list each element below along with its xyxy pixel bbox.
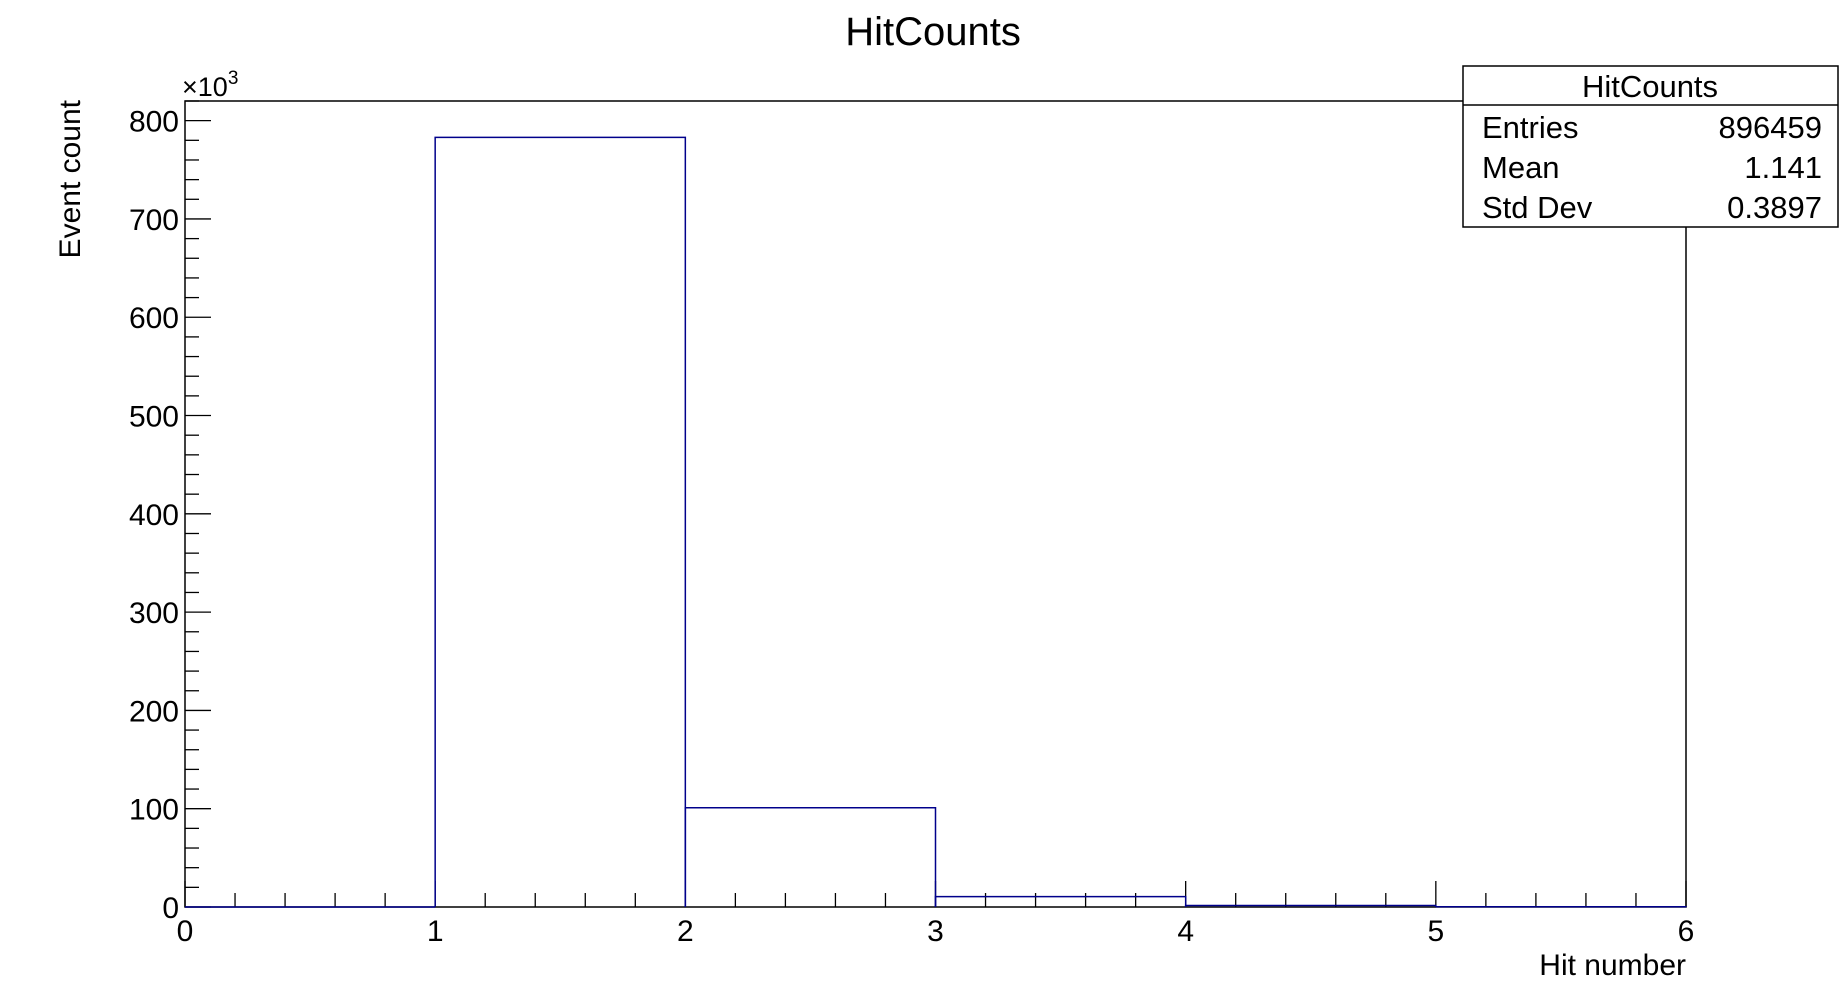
x-tick-label: 0 xyxy=(177,915,194,948)
stats-mean-value: 1.141 xyxy=(1744,150,1822,185)
y-tick-label: 300 xyxy=(129,597,179,630)
y-tick-label: 500 xyxy=(129,401,179,434)
y-tick-label: 100 xyxy=(129,794,179,827)
stats-stddev-label: Std Dev xyxy=(1482,190,1593,225)
x-tick-label: 3 xyxy=(927,915,944,948)
x-tick-label: 4 xyxy=(1177,915,1194,948)
y-tick-label: 400 xyxy=(129,499,179,532)
x-axis-label: Hit number xyxy=(1539,949,1686,982)
x-tick-label: 5 xyxy=(1427,915,1444,948)
y-axis-exponent-power: 3 xyxy=(228,68,239,89)
y-axis-label: Event count xyxy=(54,99,87,258)
chart-title: HitCounts xyxy=(845,10,1021,54)
x-tick-label: 1 xyxy=(427,915,444,948)
stats-stddev-value: 0.3897 xyxy=(1727,190,1822,225)
y-tick-label: 700 xyxy=(129,204,179,237)
stats-entries-label: Entries xyxy=(1482,110,1578,145)
x-tick-label: 6 xyxy=(1678,915,1695,948)
y-tick-label: 200 xyxy=(129,695,179,728)
stats-mean-label: Mean xyxy=(1482,150,1560,185)
stats-box: HitCounts Entries 896459 Mean 1.141 Std … xyxy=(1463,66,1838,227)
y-tick-label: 600 xyxy=(129,302,179,335)
y-tick-label: 800 xyxy=(129,106,179,139)
stats-box-title: HitCounts xyxy=(1582,69,1718,104)
stats-entries-value: 896459 xyxy=(1719,110,1822,145)
y-axis-exponent-base: ×10 xyxy=(182,72,228,102)
x-tick-label: 2 xyxy=(677,915,694,948)
